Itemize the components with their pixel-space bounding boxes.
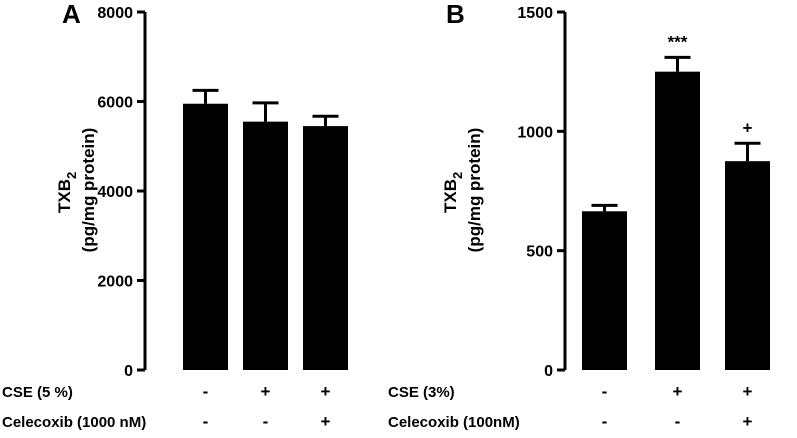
panel-a-conditions: CSE (5 %) - + + Celecoxib (1000 nM) - - +: [2, 382, 331, 431]
panel-a-y-tick-label: 0: [124, 363, 133, 380]
panel-a-y-ticks: 0 2000 4000 6000 8000: [97, 5, 147, 380]
panel-b-bar-2: [655, 71, 700, 371]
panel-b: B TXB2 (pg/mg protein) 0 500 1000 1500 *** +…: [388, 0, 770, 431]
panel-a-y-tick-label: 8000: [97, 5, 133, 22]
panel-b-condition-sign: +: [743, 382, 753, 401]
panel-b-y-axis-label-subscript: 2: [450, 172, 465, 179]
panel-a-bar-2: [243, 121, 288, 370]
panel-a-condition-sign: +: [261, 382, 271, 401]
panel-a-condition-sign: -: [203, 412, 209, 431]
panel-a-bars: [183, 88, 348, 371]
panel-b-y-axis-label-line2: (pg/mg protein): [465, 128, 484, 253]
panel-b-y-tick-label: 0: [544, 363, 553, 380]
panel-b-y-ticks: 0 500 1000 1500: [517, 5, 567, 380]
panel-a-condition-sign: +: [321, 382, 331, 401]
panel-b-condition-label-1: CSE (3%): [388, 384, 455, 401]
panel-b-conditions: CSE (3%) - + + Celecoxib (100nM) - - +: [388, 382, 753, 431]
panel-b-bar-1: [582, 211, 627, 370]
panel-b-condition-sign: -: [675, 412, 681, 431]
panel-b-y-axis-label: TXB2 (pg/mg protein): [441, 128, 484, 253]
panel-a-condition-label-2: Celecoxib (1000 nM): [2, 414, 146, 431]
panel-b-bars: *** +: [582, 32, 770, 371]
panel-b-annotation-2: ***: [668, 32, 688, 51]
panel-b-condition-sign: -: [602, 412, 608, 431]
panel-a-letter: A: [62, 0, 81, 29]
panel-a-y-tick-label: 2000: [97, 274, 133, 291]
panel-a-y-tick-label: 4000: [97, 184, 133, 201]
panel-a-condition-sign: -: [203, 382, 209, 401]
panel-a-y-tick-label: 6000: [97, 95, 133, 112]
panel-a-bar-3: [303, 126, 348, 370]
panel-b-letter: B: [446, 0, 465, 29]
panel-b-condition-label-2: Celecoxib (100nM): [388, 414, 520, 431]
panel-a-bar-1: [183, 103, 228, 371]
panel-b-bar-3: [725, 161, 770, 370]
panel-b-condition-sign: -: [602, 382, 608, 401]
panel-b-y-tick-label: 1500: [517, 5, 553, 22]
panel-b-y-tick-label: 1000: [517, 124, 553, 141]
panel-b-condition-sign: +: [743, 412, 753, 431]
panel-b-y-axis-label-line1: TXB: [441, 179, 460, 213]
panel-a: A TXB2 (pg/mg protein) 0 2000 4000 6000 8000…: [2, 0, 348, 431]
panel-b-annotation-3: +: [743, 118, 753, 137]
panel-a-y-axis-label-line2: (pg/mg protein): [79, 128, 98, 253]
panel-a-condition-sign: -: [263, 412, 269, 431]
panel-b-condition-sign: +: [673, 382, 683, 401]
panel-a-y-axis-label: TXB2 (pg/mg protein): [55, 128, 98, 253]
panel-a-condition-label-1: CSE (5 %): [2, 384, 73, 401]
panel-a-condition-sign: +: [321, 412, 331, 431]
panel-a-y-axis-label-line1: TXB: [55, 179, 74, 213]
panel-b-y-tick-label: 500: [526, 244, 553, 261]
panel-a-y-axis-label-subscript: 2: [64, 172, 79, 179]
